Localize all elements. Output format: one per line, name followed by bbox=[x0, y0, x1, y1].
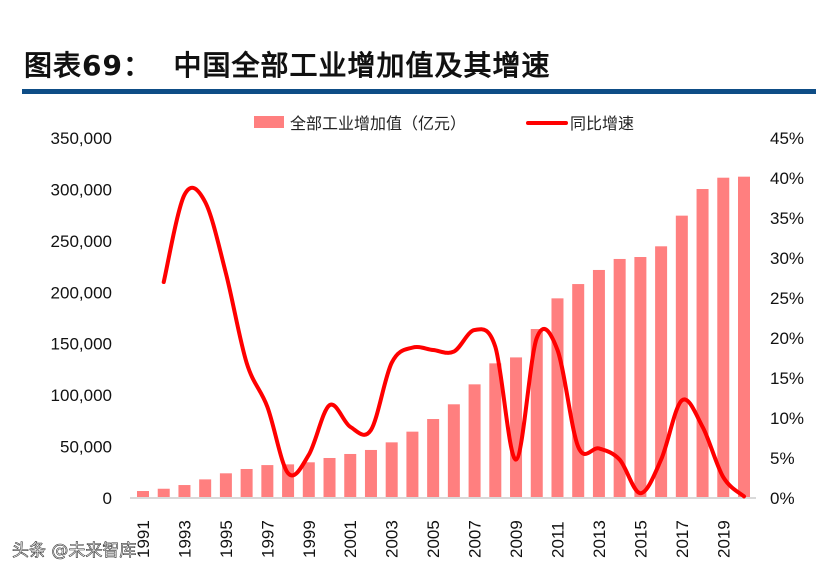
bar-1995 bbox=[219, 473, 232, 498]
bar-2005 bbox=[427, 419, 440, 498]
bar-2019 bbox=[717, 177, 730, 498]
bar-2003 bbox=[385, 442, 398, 498]
x-tick-label: 1993 bbox=[175, 520, 194, 558]
x-tick-label: 2013 bbox=[590, 520, 609, 558]
y-right-tick-label: 40% bbox=[770, 169, 804, 188]
y-left-tick-label: 350,000 bbox=[51, 129, 112, 148]
bar-2015 bbox=[634, 257, 647, 498]
x-tick-label: 2007 bbox=[466, 520, 485, 558]
bar-2002 bbox=[364, 449, 377, 498]
y-left-tick-label: 150,000 bbox=[51, 335, 112, 354]
y-left-tick-label: 250,000 bbox=[51, 232, 112, 251]
bar-1998 bbox=[282, 464, 295, 498]
bar-2016 bbox=[655, 246, 668, 498]
y-right-tick-label: 0% bbox=[770, 489, 795, 508]
bar-2001 bbox=[344, 453, 357, 498]
bar-2006 bbox=[447, 404, 460, 498]
bar-2000 bbox=[323, 457, 336, 498]
y-left-tick-label: 200,000 bbox=[51, 283, 112, 302]
y-left-tick-label: 300,000 bbox=[51, 180, 112, 199]
page-title: 图表69： 中国全部工业增加值及其增速 bbox=[24, 49, 551, 82]
legend-line-label: 同比增速 bbox=[570, 114, 634, 133]
bar-2004 bbox=[406, 431, 419, 498]
bar-1993 bbox=[178, 485, 191, 498]
y-left-tick-label: 100,000 bbox=[51, 386, 112, 405]
bar-1999 bbox=[302, 462, 315, 498]
x-tick-label: 2019 bbox=[714, 520, 733, 558]
bar-1996 bbox=[240, 468, 253, 498]
y-right-tick-label: 30% bbox=[770, 249, 804, 268]
x-tick-label: 1991 bbox=[134, 520, 153, 558]
x-tick-label: 2005 bbox=[424, 520, 443, 558]
y-left-tick-label: 0 bbox=[103, 489, 112, 508]
title-divider bbox=[22, 89, 816, 94]
bar-1992 bbox=[157, 488, 170, 498]
y-right-tick-label: 25% bbox=[770, 289, 804, 308]
bar-2017 bbox=[675, 215, 688, 498]
legend: 全部工业增加值（亿元） 同比增速 bbox=[254, 114, 634, 133]
bar-2010 bbox=[530, 329, 543, 498]
x-tick-label: 2015 bbox=[631, 520, 650, 558]
bar-2018 bbox=[696, 189, 709, 498]
y-right-tick-label: 15% bbox=[770, 369, 804, 388]
bar-1991 bbox=[137, 491, 149, 498]
x-tick-label: 1997 bbox=[258, 520, 277, 558]
bar-2020 bbox=[738, 176, 750, 498]
y-right-tick-label: 10% bbox=[770, 409, 804, 428]
legend-bar-label: 全部工业增加值（亿元） bbox=[290, 114, 466, 133]
x-tick-label: 2011 bbox=[548, 521, 567, 558]
y-left-tick-label: 50,000 bbox=[60, 438, 112, 457]
x-tick-label: 1999 bbox=[300, 520, 319, 558]
bar-2011 bbox=[551, 298, 564, 498]
legend-bar-swatch bbox=[254, 116, 284, 128]
bar-2013 bbox=[592, 269, 605, 498]
x-tick-label: 2009 bbox=[507, 520, 526, 558]
bar-2014 bbox=[613, 258, 626, 498]
bar-1997 bbox=[261, 465, 274, 498]
bar-2012 bbox=[572, 284, 585, 498]
x-tick-label: 2003 bbox=[383, 520, 402, 558]
y-right-tick-label: 35% bbox=[770, 209, 804, 228]
bar-2009 bbox=[510, 357, 523, 498]
bar-2008 bbox=[489, 363, 502, 498]
bar-2007 bbox=[468, 384, 481, 498]
y-right-tick-label: 5% bbox=[770, 449, 795, 468]
watermark: 头条 @未来智库 bbox=[12, 541, 136, 561]
bar-1994 bbox=[199, 479, 212, 498]
y-right-tick-label: 45% bbox=[770, 129, 804, 148]
x-tick-label: 2001 bbox=[341, 520, 360, 558]
y-right-tick-label: 20% bbox=[770, 329, 804, 348]
x-tick-label: 2017 bbox=[673, 520, 692, 558]
growth-line bbox=[161, 185, 746, 499]
x-tick-label: 1995 bbox=[217, 520, 236, 558]
